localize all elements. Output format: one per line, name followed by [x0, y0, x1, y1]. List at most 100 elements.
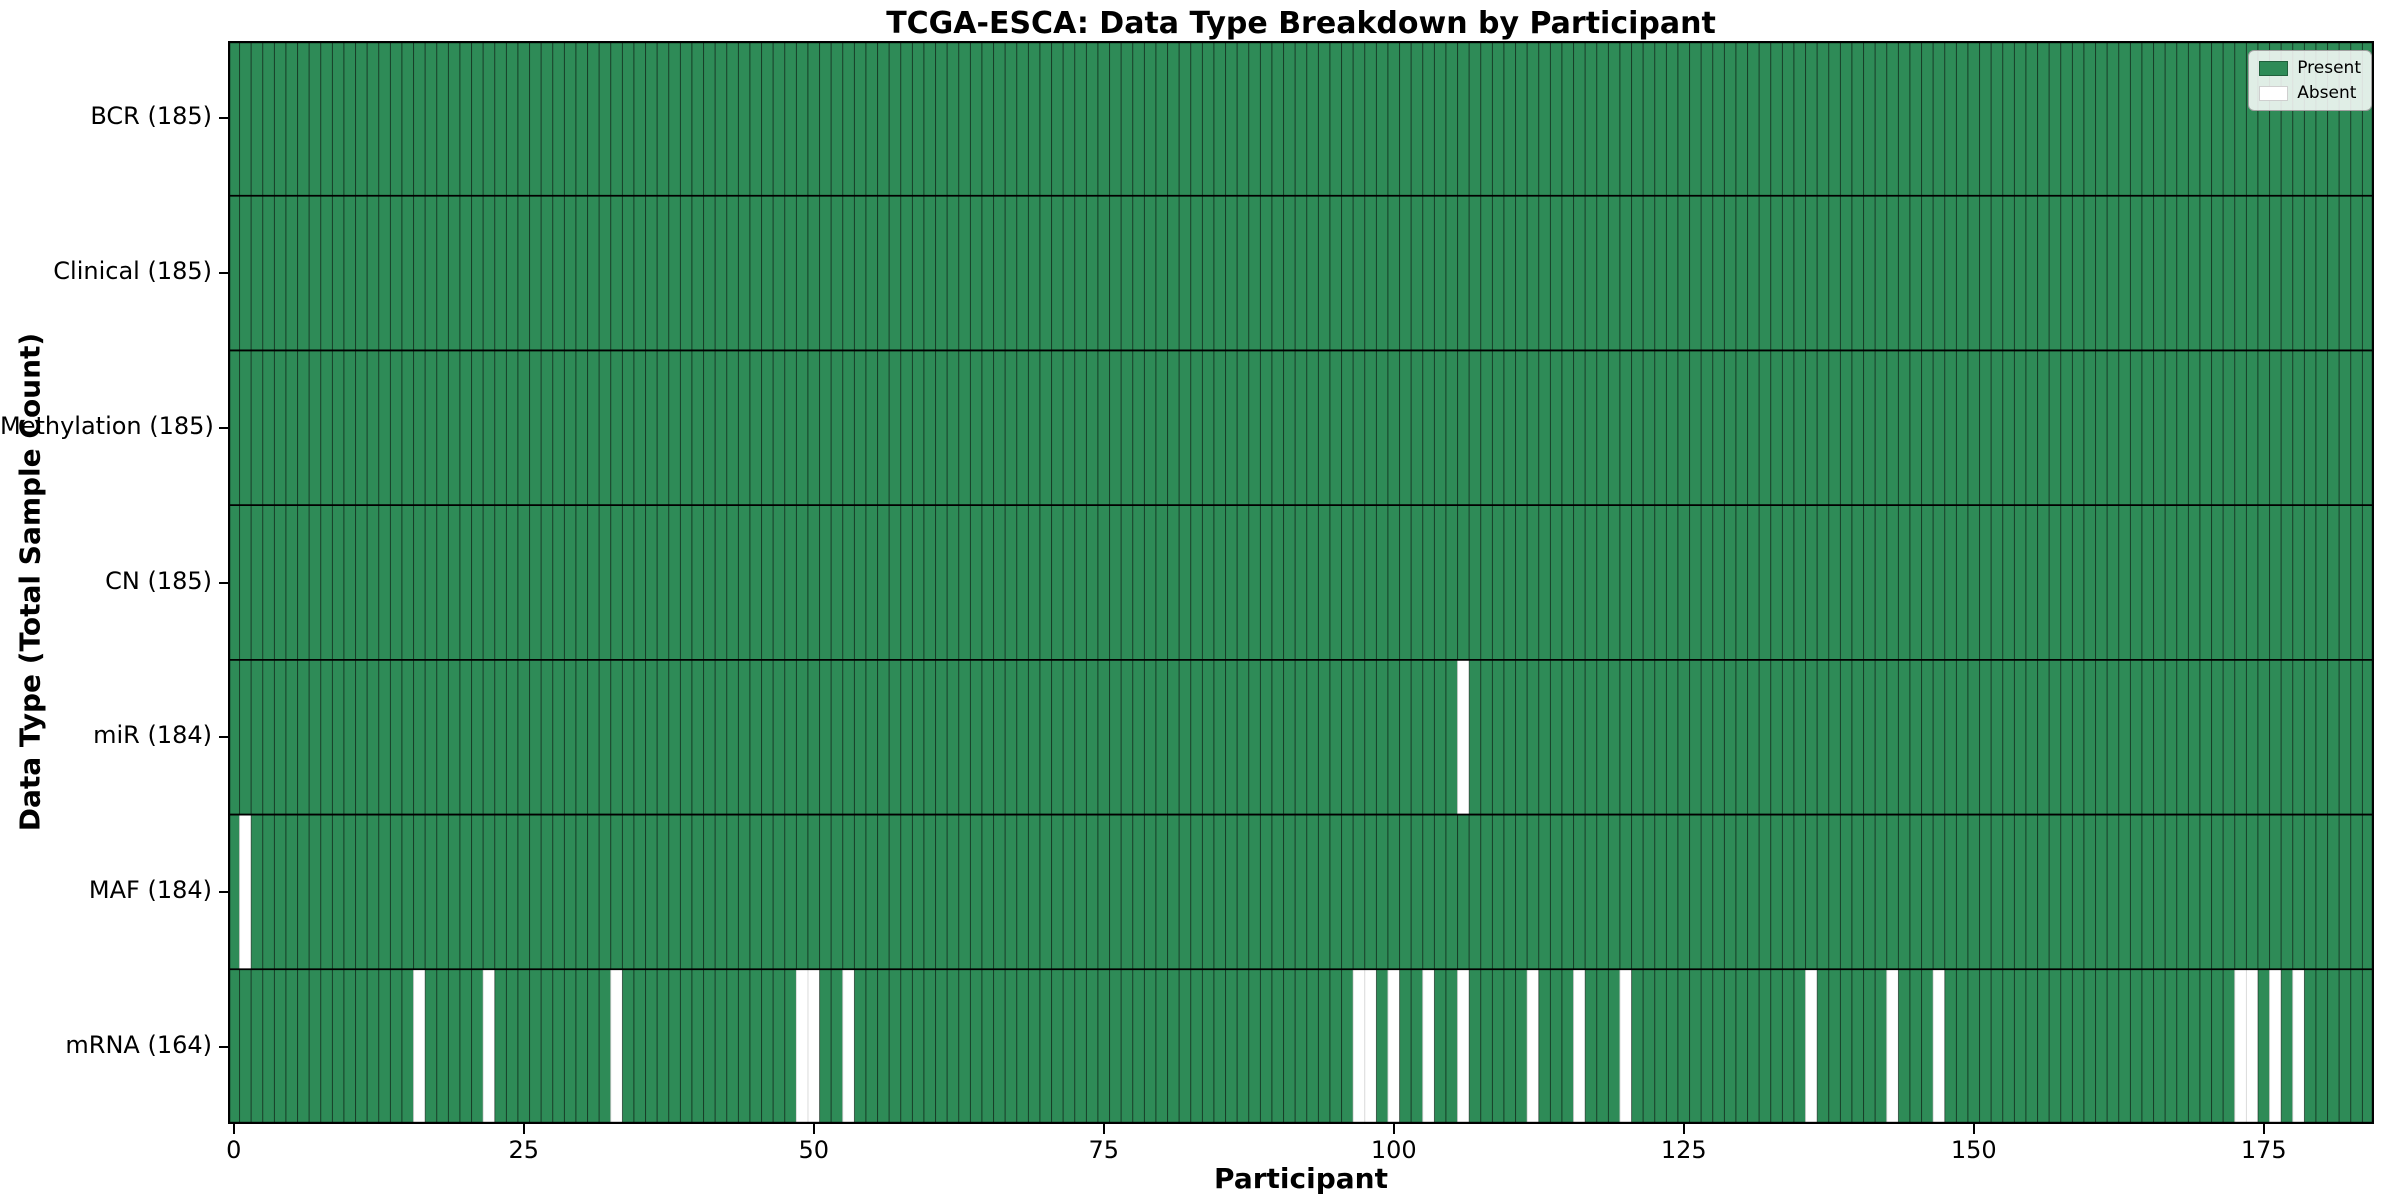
cell-present: [413, 41, 426, 197]
cell-present: [1828, 41, 1841, 197]
cell-present: [2269, 195, 2282, 351]
x-tick-mark: [1392, 1124, 1395, 1134]
cell-present: [1352, 504, 1366, 661]
cell-present: [2199, 968, 2213, 1124]
cell-present: [1480, 41, 1493, 197]
cell-present: [1027, 504, 1041, 661]
cell-present: [1352, 349, 1366, 506]
cell-present: [2083, 504, 2097, 661]
cell-present: [471, 349, 484, 506]
cell-present: [1213, 659, 1227, 816]
cell-present: [2002, 41, 2015, 197]
cell-absent: [413, 968, 426, 1124]
cell-present: [1375, 504, 1389, 661]
cell-present: [830, 814, 844, 970]
cell-present: [703, 41, 716, 197]
cell-present: [2211, 968, 2224, 1124]
cell-present: [598, 41, 612, 197]
cell-present: [563, 659, 577, 816]
cell-present: [1445, 195, 1459, 351]
cell-present: [459, 504, 473, 661]
cell-present: [1016, 968, 1029, 1124]
cell-present: [993, 814, 1006, 970]
cell-present: [1990, 659, 2004, 816]
cell-present: [343, 41, 357, 197]
cell-present: [598, 659, 612, 816]
cell-present: [1236, 195, 1250, 351]
cell-present: [1352, 41, 1366, 197]
cell-present: [807, 659, 821, 816]
cell-present: [993, 349, 1006, 506]
cell-present: [923, 814, 937, 970]
cell-present: [2141, 968, 2155, 1124]
cell-present: [1051, 504, 1064, 661]
cell-present: [1781, 41, 1795, 197]
cell-present: [1979, 41, 1992, 197]
cell-present: [1097, 814, 1111, 970]
cell-present: [1816, 195, 1830, 351]
cell-present: [285, 195, 299, 351]
cell-present: [1155, 504, 1169, 661]
cell-present: [1909, 195, 1923, 351]
cell-present: [1167, 195, 1180, 351]
cell-present: [297, 659, 310, 816]
cell-present: [2338, 349, 2352, 506]
cell-present: [1793, 968, 1807, 1124]
cell-present: [2060, 41, 2073, 197]
cell-present: [993, 195, 1006, 351]
cell-present: [2257, 195, 2271, 351]
cell-present: [691, 504, 705, 661]
cell-present: [1816, 504, 1830, 661]
cell-present: [1863, 349, 1876, 506]
cell-present: [505, 504, 519, 661]
cell-present: [343, 349, 357, 506]
absent-swatch-icon: [2259, 85, 2289, 101]
cell-present: [2164, 41, 2178, 197]
cell-present: [1897, 41, 1911, 197]
cell-present: [1178, 814, 1192, 970]
cell-present: [1225, 968, 1238, 1124]
cell-present: [1851, 195, 1865, 351]
cell-present: [1155, 968, 1169, 1124]
cell-present: [1747, 349, 1760, 506]
cell-present: [262, 504, 275, 661]
cell-present: [355, 349, 368, 506]
cell-present: [1990, 349, 2004, 506]
cell-present: [1828, 349, 1841, 506]
cell-present: [1271, 814, 1285, 970]
cell-present: [1921, 968, 1934, 1124]
cell-present: [2013, 814, 2027, 970]
cell-present: [1851, 349, 1865, 506]
cell-present: [1387, 41, 1401, 197]
y-tick-label-MAF: MAF (184): [88, 875, 212, 904]
cell-present: [1561, 968, 1575, 1124]
cell-present: [1167, 41, 1180, 197]
cell-present: [1143, 968, 1157, 1124]
cell-present: [900, 659, 913, 816]
cell-present: [1445, 349, 1459, 506]
cell-present: [2211, 349, 2224, 506]
cell-present: [1909, 968, 1923, 1124]
cell-present: [1515, 504, 1528, 661]
cell-present: [1016, 659, 1029, 816]
cell-present: [633, 195, 647, 351]
cell-present: [958, 814, 971, 970]
cell-present: [958, 968, 971, 1124]
cell-present: [726, 504, 739, 661]
cell-present: [1120, 195, 1134, 351]
cell-present: [795, 814, 809, 970]
cell-present: [1468, 195, 1482, 351]
cell-present: [250, 349, 264, 506]
cell-present: [946, 968, 960, 1124]
cell-present: [923, 968, 937, 1124]
cell-present: [1236, 968, 1250, 1124]
cell-present: [2037, 968, 2050, 1124]
cell-present: [946, 659, 960, 816]
cell-present: [482, 349, 496, 506]
cell-present: [1654, 814, 1667, 970]
cell-present: [273, 195, 287, 351]
cell-present: [447, 41, 461, 197]
cell-present: [830, 504, 844, 661]
cell-present: [401, 195, 415, 351]
cell-present: [575, 968, 589, 1124]
